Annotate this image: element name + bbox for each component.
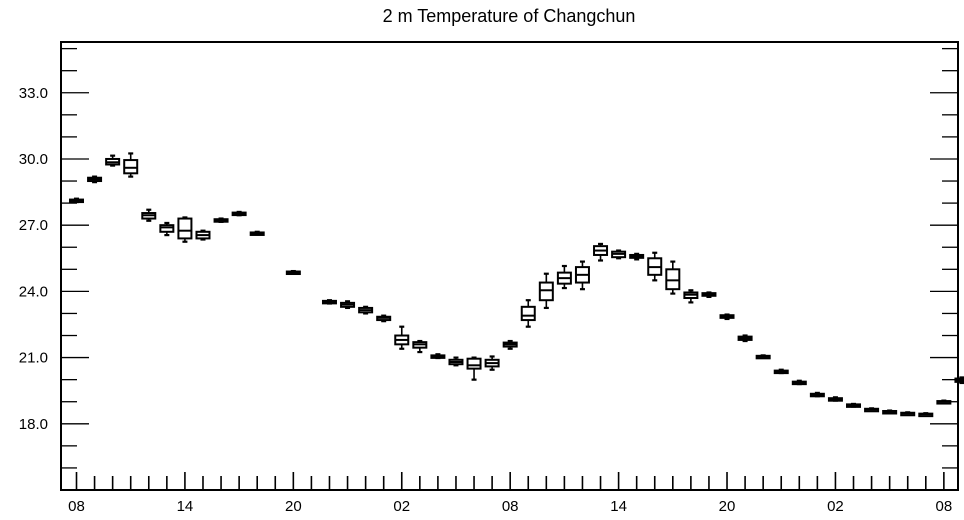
box-20 — [430, 353, 446, 360]
box-body — [123, 159, 139, 175]
x-tick-label: 08 — [936, 498, 953, 515]
x-tick-label: 20 — [285, 498, 302, 515]
box-4 — [141, 208, 157, 222]
box-34 — [683, 289, 699, 304]
y-tick-label: 30.0 — [19, 151, 48, 168]
box-39 — [773, 368, 789, 375]
box-7 — [195, 229, 211, 241]
box-22 — [466, 356, 482, 381]
y-tick-label: 24.0 — [19, 283, 48, 300]
box-29 — [593, 242, 609, 262]
box-16 — [358, 305, 374, 315]
box-47 — [918, 412, 934, 418]
box-46 — [900, 411, 916, 417]
x-tick-label: 02 — [827, 498, 844, 515]
box-43 — [846, 402, 862, 408]
box-26 — [538, 272, 554, 310]
box-body — [520, 305, 536, 322]
box-6 — [177, 216, 193, 243]
plot-border — [60, 41, 959, 491]
box-1 — [87, 175, 103, 184]
y-tick-label: 33.0 — [19, 85, 48, 102]
box-31 — [629, 252, 645, 261]
box-23 — [484, 355, 500, 371]
box-body — [466, 357, 482, 370]
x-tick-label: 14 — [177, 498, 194, 515]
box-48 — [936, 399, 952, 405]
box-19 — [412, 339, 428, 354]
x-tick-label: 08 — [68, 498, 85, 515]
box-36 — [719, 313, 735, 321]
box-45 — [882, 409, 898, 415]
box-0 — [69, 197, 84, 204]
box-body — [159, 224, 175, 233]
plot-frame — [60, 41, 959, 491]
y-tick-label: 18.0 — [19, 416, 48, 433]
box-5 — [159, 221, 175, 237]
box-9 — [231, 210, 247, 217]
box-27 — [556, 264, 572, 290]
x-tick-label: 14 — [610, 498, 627, 515]
box-10 — [249, 230, 265, 236]
box-30 — [611, 249, 627, 260]
box-41 — [809, 391, 825, 398]
box-3 — [123, 152, 139, 178]
box-37 — [737, 334, 753, 343]
box-series — [69, 152, 964, 418]
box-15 — [340, 300, 356, 310]
box-12 — [285, 269, 301, 276]
box-8 — [213, 217, 229, 223]
y-tick-label: 21.0 — [19, 350, 48, 367]
chart-title: 2 m Temperature of Changchun — [383, 6, 636, 26]
box-38 — [755, 354, 771, 360]
x-tick-label: 02 — [393, 498, 410, 515]
box-40 — [791, 379, 807, 386]
box-28 — [574, 260, 590, 291]
box-18 — [394, 325, 410, 350]
box-44 — [864, 407, 880, 413]
box-14 — [321, 299, 337, 305]
box-24 — [502, 339, 518, 350]
y-tick-label: 27.0 — [19, 217, 48, 234]
box-35 — [701, 291, 717, 298]
box-33 — [665, 260, 681, 295]
x-axis: 08 14 20 02 08 14 20 02 08 — [68, 472, 952, 515]
box-32 — [647, 251, 663, 282]
box-17 — [376, 314, 392, 323]
box-2 — [105, 154, 121, 167]
box-body — [177, 217, 193, 240]
box-49 — [954, 376, 964, 385]
x-tick-label: 08 — [502, 498, 519, 515]
y-axis: 18.0 21.0 24.0 27.0 30.0 33.0 — [19, 47, 958, 469]
box-21 — [448, 356, 464, 367]
box-body — [538, 281, 554, 302]
box-25 — [520, 299, 536, 328]
x-tick-label: 20 — [719, 498, 736, 515]
box-42 — [827, 396, 843, 402]
box-body — [665, 268, 681, 291]
